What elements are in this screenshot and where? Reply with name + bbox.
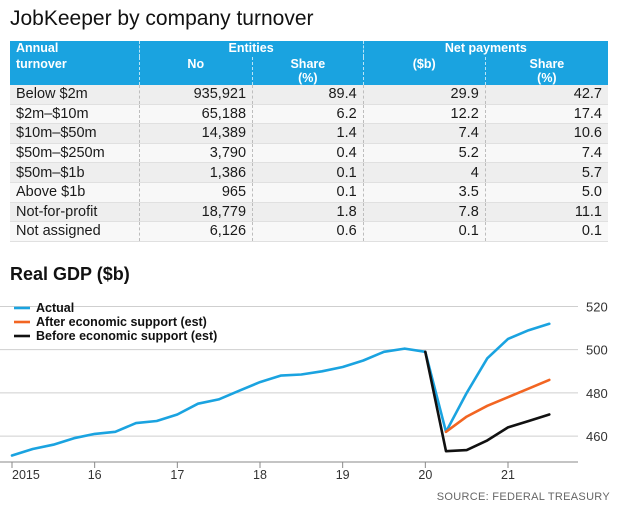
cell-entities-no: 3,790: [138, 143, 253, 164]
header-turnover: turnover: [16, 57, 67, 71]
cell-payments-share: 11.1: [484, 202, 608, 223]
cell-turnover: Above $1b: [10, 182, 139, 203]
y-tick-label: 460: [586, 429, 608, 444]
cell-entities-share: 0.1: [252, 162, 364, 183]
cell-entities-share: 6.2: [252, 104, 364, 125]
cell-payments-share: 0.1: [484, 221, 608, 242]
source-note: SOURCE: FEDERAL TREASURY: [436, 491, 610, 503]
x-tick-label: 19: [336, 468, 350, 482]
cell-turnover: $10m–$50m: [10, 123, 139, 144]
cell-payments-share: 42.7: [484, 85, 608, 105]
jobkeeper-table: Annual Entities Net payments turnover No…: [10, 41, 608, 242]
cell-payments: 7.4: [362, 123, 486, 144]
cell-turnover: Below $2m: [10, 85, 139, 105]
header-sb: ($b): [362, 57, 486, 85]
table-row: $2m–$10m 65,188 6.2 12.2 17.4: [10, 104, 608, 125]
cell-turnover: Not assigned: [10, 221, 139, 242]
legend-label: After economic support (est): [36, 315, 207, 329]
table-header-row-2: turnover No Share (%) ($b) Share (%): [10, 57, 608, 85]
y-tick-label: 500: [586, 343, 608, 358]
table-row: Not-for-profit 18,779 1.8 7.8 11.1: [10, 202, 608, 223]
x-tick-label: 16: [88, 468, 102, 482]
cell-turnover: $50m–$1b: [10, 162, 139, 183]
legend-label: Actual: [36, 301, 74, 315]
header-share-entities-label: Share: [290, 57, 326, 71]
cell-payments-share: 5.7: [484, 162, 608, 183]
x-tick-label: 21: [501, 468, 515, 482]
header-net-payments: Net payments: [362, 41, 608, 57]
table-row: $10m–$50m 14,389 1.4 7.4 10.6: [10, 123, 608, 144]
header-share-payments-unit: (%): [537, 71, 557, 85]
gdp-chart-title: Real GDP ($b): [10, 264, 130, 284]
cell-payments: 5.2: [362, 143, 486, 164]
header-share-entities: Share (%): [252, 57, 364, 85]
x-tick-label: 20: [418, 468, 432, 482]
cell-turnover: $2m–$10m: [10, 104, 139, 125]
cell-entities-no: 18,779: [138, 202, 253, 223]
y-tick-label: 480: [586, 386, 608, 401]
cell-payments: 0.1: [362, 221, 486, 242]
cell-entities-no: 14,389: [138, 123, 253, 144]
cell-payments: 7.8: [362, 202, 486, 223]
cell-entities-share: 0.6: [252, 221, 364, 242]
cell-entities-share: 1.4: [252, 123, 364, 144]
cell-entities-share: 1.8: [252, 202, 364, 223]
cell-payments: 3.5: [362, 182, 486, 203]
cell-entities-no: 6,126: [138, 221, 253, 242]
table-row: $50m–$1b 1,386 0.1 4 5.7: [10, 162, 608, 183]
gdp-line-chart: 460 480 500 520 2015 16 17 18 19 20 21 ActualAfter …: [0, 299, 608, 482]
cell-turnover: Not-for-profit: [10, 202, 139, 223]
cell-payments-share: 10.6: [484, 123, 608, 144]
table-row: Above $1b 965 0.1 3.5 5.0: [10, 182, 608, 203]
cell-entities-no: 935,921: [138, 85, 253, 105]
chart-title-main: JobKeeper by company turnover: [10, 7, 314, 30]
cell-entities-share: 0.1: [252, 182, 364, 203]
header-no: No: [138, 57, 253, 85]
cell-payments: 29.9: [362, 85, 486, 105]
x-tick-label: 17: [170, 468, 184, 482]
cell-entities-no: 1,386: [138, 162, 253, 183]
x-tick-label: 2015: [12, 468, 40, 482]
y-tick-label: 520: [586, 299, 608, 314]
cell-payments: 4: [362, 162, 486, 183]
header-share-payments: Share (%): [484, 57, 608, 85]
cell-entities-no: 965: [138, 182, 253, 203]
cell-entities-no: 65,188: [138, 104, 253, 125]
cell-entities-share: 89.4: [252, 85, 364, 105]
header-annual: Annual: [16, 41, 59, 55]
header-entities: Entities: [138, 41, 364, 57]
x-tick-label: 18: [253, 468, 267, 482]
cell-payments: 12.2: [362, 104, 486, 125]
cell-payments-share: 7.4: [484, 143, 608, 164]
table-row: $50m–$250m 3,790 0.4 5.2 7.4: [10, 143, 608, 164]
series-line-1: [10, 322, 551, 457]
cell-entities-share: 0.4: [252, 143, 364, 164]
cell-payments-share: 17.4: [484, 104, 608, 125]
header-share-payments-label: Share: [529, 57, 565, 71]
table-header-row-1: Annual Entities Net payments: [10, 41, 608, 57]
table-row: Not assigned 6,126 0.6 0.1 0.1: [10, 221, 608, 242]
series-line-2: [444, 378, 551, 434]
header-share-entities-unit: (%): [298, 71, 318, 85]
table-row: Below $2m 935,921 89.4 29.9 42.7: [10, 85, 608, 105]
series-line-3: [423, 350, 551, 453]
cell-turnover: $50m–$250m: [10, 143, 139, 164]
table-body: Below $2m 935,921 89.4 29.9 42.7 $2m–$10m 65,1…: [10, 85, 608, 242]
cell-payments-share: 5.0: [484, 182, 608, 203]
legend-label: Before economic support (est): [36, 329, 217, 343]
